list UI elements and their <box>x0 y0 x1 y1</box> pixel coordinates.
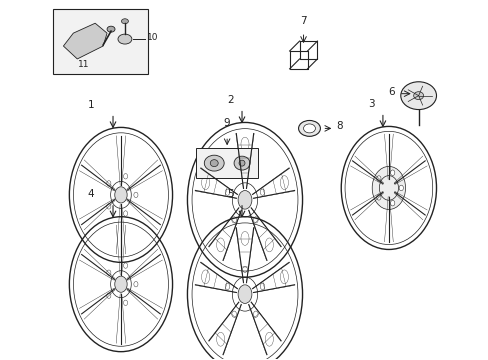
Ellipse shape <box>371 166 405 210</box>
Ellipse shape <box>238 285 251 303</box>
Text: 7: 7 <box>300 16 306 26</box>
Ellipse shape <box>376 176 380 181</box>
Ellipse shape <box>398 185 403 191</box>
Text: 2: 2 <box>226 95 233 105</box>
Ellipse shape <box>121 19 128 24</box>
Ellipse shape <box>239 160 244 166</box>
Ellipse shape <box>115 276 127 292</box>
Ellipse shape <box>303 124 315 133</box>
Ellipse shape <box>400 82 436 109</box>
Ellipse shape <box>390 201 394 206</box>
Ellipse shape <box>234 156 249 170</box>
Ellipse shape <box>413 92 423 100</box>
Bar <box>196 148 257 178</box>
Ellipse shape <box>107 26 115 32</box>
Text: 1: 1 <box>88 100 94 109</box>
Polygon shape <box>63 23 107 59</box>
Text: 11: 11 <box>77 60 89 69</box>
Ellipse shape <box>390 170 394 175</box>
Text: 5: 5 <box>226 189 233 199</box>
Text: 9: 9 <box>224 118 230 129</box>
Ellipse shape <box>115 187 127 203</box>
Ellipse shape <box>298 121 320 136</box>
Text: 8: 8 <box>336 121 342 131</box>
Ellipse shape <box>210 159 218 167</box>
Ellipse shape <box>118 34 132 44</box>
Bar <box>53 9 147 74</box>
Ellipse shape <box>238 190 251 209</box>
Text: 6: 6 <box>387 87 394 97</box>
Text: 3: 3 <box>367 99 373 109</box>
Ellipse shape <box>204 155 224 171</box>
Text: 4: 4 <box>88 189 94 199</box>
Ellipse shape <box>376 194 380 200</box>
Text: 10: 10 <box>146 33 158 42</box>
